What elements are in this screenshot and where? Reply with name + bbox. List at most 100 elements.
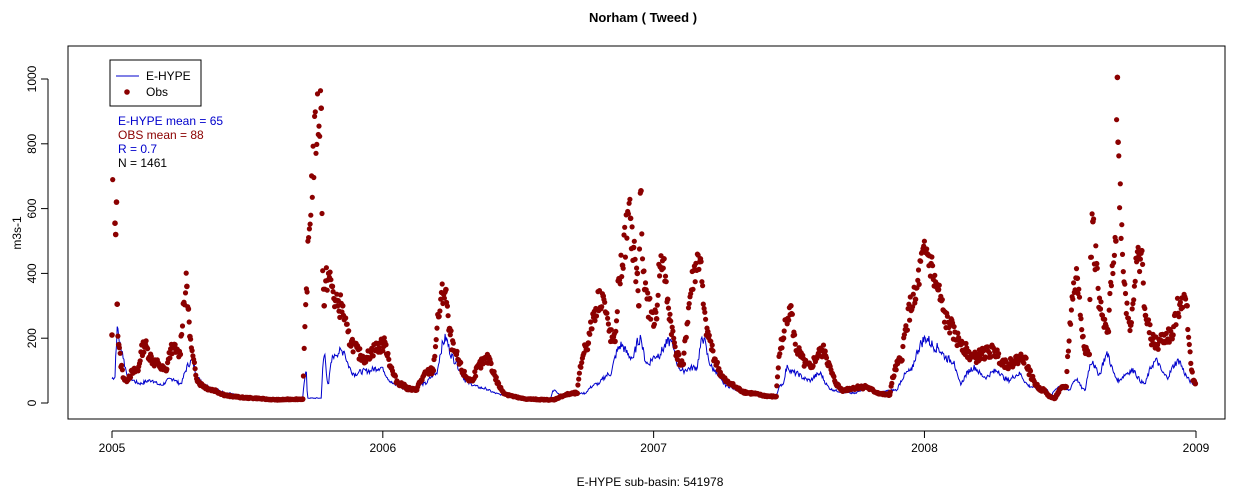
y-tick-label: 600 [25, 198, 39, 218]
obs-point [191, 359, 197, 366]
x-tick-label: 2008 [911, 441, 938, 455]
obs-point [179, 331, 185, 338]
obs-point [1107, 290, 1113, 297]
obs-point [696, 266, 702, 272]
obs-point [1137, 268, 1143, 275]
obs-point [317, 133, 323, 139]
y-tick-label: 0 [25, 399, 39, 406]
obs-point [119, 362, 125, 368]
obs-peak-point [947, 322, 954, 329]
obs-point [662, 273, 669, 279]
obs-point [1119, 222, 1125, 228]
obs-point [672, 344, 678, 350]
obs-point [910, 291, 916, 297]
obs-point [651, 321, 658, 327]
obs-point [1116, 153, 1122, 159]
obs-peak-point [177, 351, 184, 358]
obs-point [488, 360, 494, 367]
obs-peak-point [1170, 332, 1176, 338]
obs-point [685, 319, 691, 325]
obs-point [702, 309, 708, 315]
x-tick-label: 2009 [1183, 441, 1210, 455]
legend: E-HYPE Obs [109, 59, 202, 107]
stat-ehype-mean: E-HYPE mean = 65 [118, 114, 223, 128]
obs-point [614, 309, 620, 315]
obs-point [343, 315, 349, 321]
obs-point [1080, 333, 1086, 339]
obs-peak-point [1093, 260, 1100, 267]
obs-point [775, 365, 781, 371]
obs-point [306, 235, 312, 241]
obs-point [1111, 260, 1117, 266]
obs-peak-point [1180, 294, 1187, 301]
obs-peak-point [339, 303, 346, 309]
obs-point [955, 330, 961, 336]
obs-point [312, 109, 318, 115]
obs-point [901, 332, 908, 338]
obs-peak-point [1142, 312, 1149, 319]
y-tick-label: 1000 [25, 65, 39, 92]
y-axis-label: m3s-1 [10, 216, 24, 250]
obs-peak-point [773, 393, 779, 400]
obs-peak-point [397, 380, 404, 387]
obs-peak-point [253, 395, 260, 401]
obs-point [709, 342, 715, 348]
obs-peak-point [299, 396, 306, 402]
obs-peak-point [1097, 306, 1104, 312]
obs-point [777, 351, 783, 357]
obs-point [1120, 269, 1126, 275]
obs-point [183, 270, 189, 276]
obs-peak-point [114, 301, 120, 308]
obs-peak-point [728, 380, 734, 387]
obs-point [605, 321, 612, 327]
obs-point [376, 345, 382, 351]
obs-point [1027, 368, 1034, 374]
obs-peak-point [185, 306, 192, 312]
obs-point [1127, 327, 1133, 334]
obs-point [1094, 265, 1100, 271]
x-axis-label: E-HYPE sub-basin: 541978 [577, 475, 724, 489]
obs-point [588, 319, 594, 325]
obs-point [1111, 252, 1117, 258]
plot-area [109, 60, 1199, 403]
obs-point [625, 211, 632, 217]
obs-point [921, 238, 928, 244]
obs-peak-point [109, 332, 115, 338]
obs-point [1163, 330, 1169, 336]
obs-point [1142, 305, 1148, 312]
obs-peak-point [187, 333, 193, 340]
obs-point [669, 324, 675, 330]
obs-point [663, 279, 669, 285]
obs-point [304, 289, 310, 295]
obs-point [179, 323, 186, 329]
obs-point [676, 352, 682, 358]
obs-point [1117, 181, 1123, 187]
obs-point [622, 224, 628, 230]
obs-point [141, 349, 147, 355]
obs-point [655, 292, 661, 298]
obs-point [491, 369, 497, 375]
obs-point [635, 288, 641, 294]
obs-point [918, 258, 924, 264]
obs-point [119, 367, 125, 373]
obs-peak-point [1105, 328, 1112, 335]
obs-point [1125, 315, 1132, 321]
obs-point [1079, 327, 1085, 333]
obs-point [115, 333, 121, 339]
obs-point [703, 316, 709, 322]
obs-peak-point [123, 377, 129, 384]
obs-point [473, 373, 479, 379]
obs-point [622, 254, 629, 260]
obs-peak-point [551, 397, 557, 403]
y-tick-label: 400 [25, 263, 39, 283]
obs-point [1132, 278, 1138, 284]
legend-obs-label: Obs [146, 85, 168, 99]
obs-peak-point [1113, 238, 1119, 244]
obs-peak-point [924, 251, 931, 257]
axes: 2005 2006 2007 2008 2009 0 200 400 600 800 1000 [25, 65, 1210, 455]
obs-peak-point [453, 351, 460, 358]
obs-peak-point [1021, 354, 1028, 361]
obs-peak-point [115, 341, 122, 348]
obs-point [186, 319, 192, 325]
obs-point [579, 360, 585, 366]
